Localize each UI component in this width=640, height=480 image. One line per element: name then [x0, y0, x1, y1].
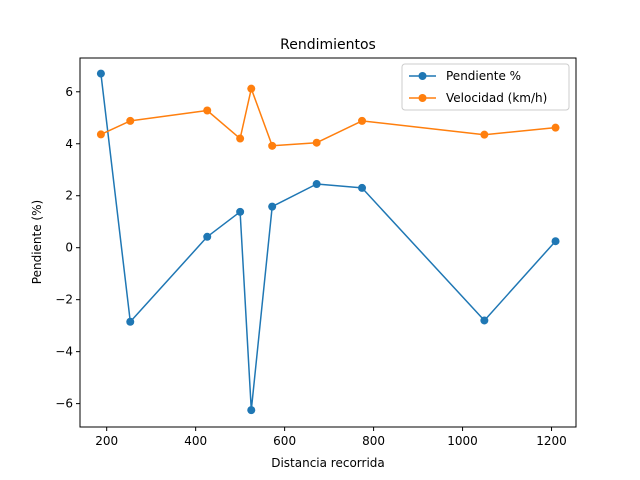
data-point	[203, 232, 212, 241]
data-point	[551, 123, 560, 132]
data-point	[126, 116, 135, 125]
data-point	[236, 207, 245, 216]
x-tick-label: 1000	[447, 434, 478, 448]
y-tick-label: −4	[55, 345, 73, 359]
data-point	[96, 69, 105, 78]
data-point	[480, 130, 489, 139]
data-point	[96, 130, 105, 139]
plot-frame	[79, 57, 577, 428]
x-tick-label: 800	[362, 434, 385, 448]
series-line-1	[100, 87, 556, 147]
data-point	[247, 406, 256, 415]
y-tick-label: 4	[65, 137, 73, 151]
series-layer	[96, 69, 560, 415]
x-tick-label: 600	[273, 434, 296, 448]
data-point	[268, 141, 277, 150]
y-tick-label: −6	[55, 397, 73, 411]
data-point	[203, 106, 212, 115]
legend-marker	[418, 72, 427, 80]
y-tick-label: −2	[55, 293, 73, 307]
series-line-0	[100, 73, 557, 411]
data-point	[480, 316, 489, 325]
x-axis: 200 400 600 800 1000 1200	[95, 427, 567, 448]
legend-box	[401, 63, 570, 111]
data-point	[247, 84, 256, 93]
y-axis-label: Pendiente (%)	[30, 200, 44, 284]
x-tick-label: 1200	[536, 434, 567, 448]
legend-label: Pendiente %	[446, 69, 521, 83]
data-point	[358, 116, 367, 125]
chart-title: Rendimientos	[280, 37, 376, 53]
data-point	[551, 237, 560, 246]
legend-marker	[418, 94, 427, 102]
data-point	[236, 134, 245, 143]
data-point	[268, 202, 277, 211]
y-tick-label: 0	[65, 241, 73, 255]
data-point	[312, 180, 321, 189]
data-point	[312, 138, 321, 147]
legend: Pendiente % Velocidad (km/h)	[401, 63, 570, 111]
y-tick-label: 2	[65, 189, 73, 203]
x-tick-label: 400	[184, 434, 207, 448]
data-point	[358, 183, 367, 192]
data-point	[126, 317, 135, 326]
legend-label: Velocidad (km/h)	[446, 91, 547, 105]
x-tick-label: 200	[95, 434, 118, 448]
y-axis: −6 −4 −2 0 2 4 6	[55, 85, 80, 411]
y-tick-label: 6	[65, 85, 73, 99]
x-axis-label: Distancia recorrida	[271, 456, 385, 470]
